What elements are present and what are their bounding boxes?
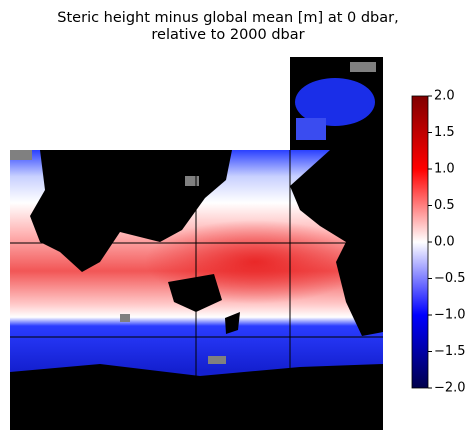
ocean [295, 78, 375, 126]
land [168, 274, 222, 312]
colorbar-tick-label: 0.0 [434, 235, 455, 250]
colorbar [411, 95, 429, 389]
colorbar-tick-label: −2.0 [434, 381, 466, 396]
colorbar-tick-label: −0.5 [434, 271, 466, 286]
ice [185, 176, 199, 186]
colorbar-tick-label: −1.0 [434, 308, 466, 323]
land [290, 150, 383, 336]
land [225, 312, 240, 334]
ice [10, 150, 32, 160]
title-line: relative to 2000 dbar [151, 27, 304, 43]
ocean [296, 118, 326, 140]
colorbar-tick-label: 1.0 [434, 162, 455, 177]
colorbar-tick-label: −1.5 [434, 344, 466, 359]
colorbar-tick-label: 1.5 [434, 125, 455, 140]
ice [208, 356, 226, 364]
title-line: Steric height minus global mean [m] at 0… [57, 10, 398, 26]
colorbar-tick-label: 2.0 [434, 89, 455, 104]
land [30, 150, 232, 272]
ice [120, 314, 130, 322]
map [10, 57, 383, 430]
tile-borders [10, 150, 383, 430]
colorbar-tick-label: 0.5 [434, 198, 455, 213]
ice [350, 62, 376, 72]
